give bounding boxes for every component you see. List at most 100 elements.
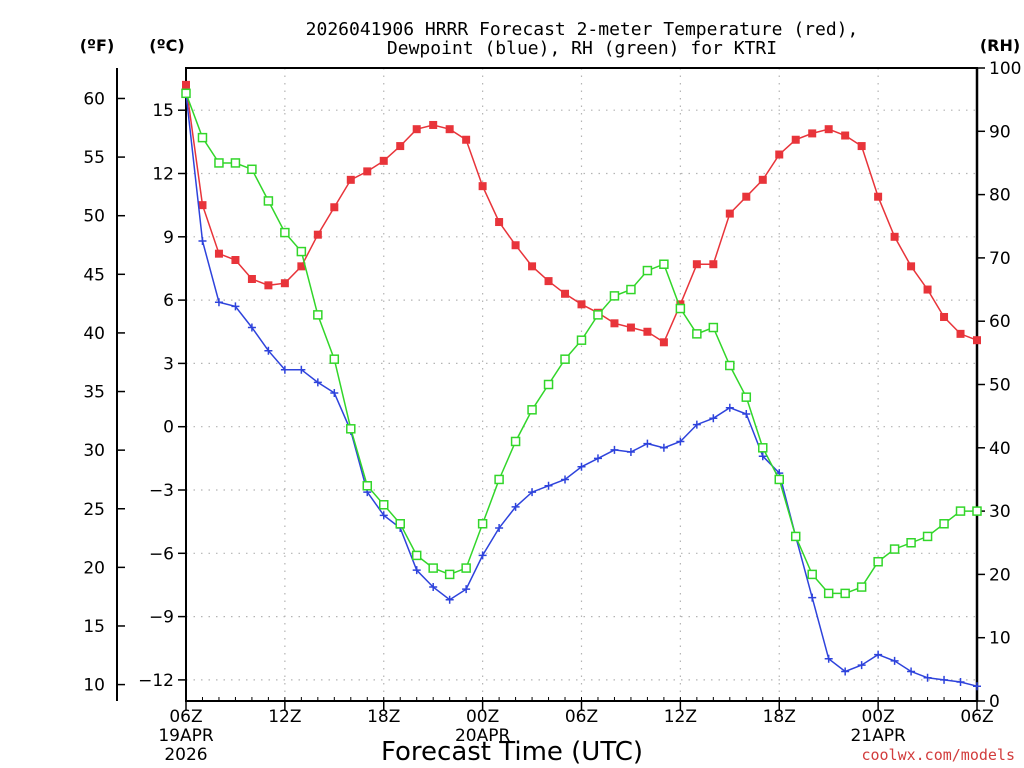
chart-title-line1: 2026041906 HRRR Forecast 2-meter Tempera… — [306, 19, 859, 40]
rh-point — [411, 550, 422, 561]
dewpoint-point — [330, 388, 339, 397]
temperature-point — [643, 327, 652, 336]
temperature-point — [973, 336, 981, 345]
dewpoint-point — [280, 365, 289, 374]
dewpoint-point — [412, 566, 421, 575]
temperature-point — [791, 135, 800, 144]
rh-point — [675, 303, 686, 314]
rh-tick-label: 50 — [989, 376, 1011, 396]
temperature-point — [511, 241, 520, 250]
series — [181, 80, 982, 691]
temperature-point — [280, 279, 289, 288]
rh-point — [313, 310, 323, 320]
temperature-point — [264, 281, 273, 290]
x-tick-label: 12Z — [268, 707, 301, 727]
fahrenheit-tick-label: 25 — [83, 500, 105, 520]
x-tick-label: 06Z — [960, 707, 993, 727]
rh-point — [758, 443, 768, 453]
rh-tick-label: 30 — [989, 502, 1011, 522]
rh-point — [329, 354, 340, 364]
dewpoint-point — [429, 583, 438, 592]
x-tick-label: 20APR — [455, 726, 511, 746]
dewpoint-line — [185, 93, 978, 687]
fahrenheit-unit-label: (ºF) — [80, 36, 115, 55]
temperature-point — [561, 289, 570, 298]
temperature-point — [313, 230, 322, 239]
temperature-point — [478, 182, 487, 191]
dewpoint-point — [297, 365, 306, 374]
fahrenheit-tick-label: 30 — [83, 441, 105, 461]
dewpoint-point — [495, 523, 504, 532]
rh-tick-label: 70 — [989, 249, 1011, 269]
temperature-point — [940, 312, 949, 321]
rh-point — [230, 158, 241, 168]
dewpoint-point — [841, 667, 850, 676]
fahrenheit-tick-label: 60 — [83, 89, 105, 109]
rh-point — [626, 284, 636, 295]
celsius-tick-label: −12 — [138, 671, 174, 691]
fahrenheit-tick-label: 40 — [83, 324, 105, 344]
rh-point — [428, 563, 438, 573]
dewpoint-point — [214, 298, 223, 307]
rh-point — [379, 500, 389, 510]
series-dewpoint — [182, 89, 981, 691]
temperature-point — [412, 125, 421, 134]
rh-point — [873, 556, 883, 567]
x-tick-label: 00Z — [466, 707, 499, 727]
celsius-tick-label: 12 — [152, 165, 174, 185]
temperature-point — [824, 125, 833, 134]
temperature-point — [692, 260, 701, 269]
rh-tick-label: 10 — [989, 629, 1011, 649]
rh-point — [725, 360, 735, 371]
rh-point — [922, 531, 933, 542]
rh-point — [527, 405, 537, 415]
temperature-point — [659, 338, 668, 347]
rh-point — [346, 424, 356, 434]
dewpoint-point — [709, 414, 718, 423]
rh-point — [840, 588, 850, 599]
temperature-point — [907, 262, 916, 271]
temperature-point — [198, 201, 207, 210]
rh-point — [510, 436, 521, 447]
temperature-point — [544, 277, 553, 286]
dewpoint-point — [676, 437, 685, 446]
dewpoint-point — [626, 448, 635, 457]
temperature-point — [363, 167, 372, 176]
rh-point — [296, 246, 307, 257]
fahrenheit-tick-label: 50 — [83, 207, 105, 227]
x-tick-label: 06Z — [169, 707, 202, 727]
x-tick-label: 00Z — [861, 707, 894, 727]
fahrenheit-tick-label: 10 — [83, 676, 105, 696]
dewpoint-point — [247, 323, 256, 332]
dewpoint-point — [445, 595, 454, 604]
axes: −12 −9 −6 −3 0 3 6 9 12 15 10 15 20 25 30 35 40 45 50 55 60 0… — [83, 59, 1021, 765]
dewpoint-point — [907, 667, 916, 676]
temperature-point — [577, 300, 586, 309]
rh-tick-label: 40 — [989, 439, 1011, 459]
celsius-tick-label: 3 — [163, 354, 174, 374]
dewpoint-point — [478, 551, 487, 560]
celsius-tick-label: −3 — [149, 481, 174, 501]
temperature-point — [808, 129, 817, 138]
rh-point — [477, 519, 488, 529]
x-tick-label: 2026 — [164, 745, 207, 765]
x-axis-title: Forecast Time (UTC) — [381, 737, 643, 767]
fahrenheit-tick-label: 45 — [83, 265, 105, 285]
dewpoint-point — [692, 420, 701, 429]
temperature-point — [182, 80, 190, 89]
dewpoint-point — [874, 650, 883, 659]
dewpoint-point — [725, 403, 734, 412]
temperature-point — [495, 218, 504, 227]
dewpoint-point — [956, 678, 965, 687]
temperature-point — [890, 232, 899, 241]
temperature-point — [923, 285, 932, 294]
fahrenheit-tick-label: 20 — [83, 558, 105, 578]
rh-point — [197, 132, 208, 143]
fahrenheit-tick-label: 35 — [83, 383, 105, 403]
temperature-point — [445, 125, 454, 134]
dewpoint-point — [923, 673, 932, 682]
rh-point — [444, 569, 455, 580]
temperature-point — [429, 120, 438, 129]
rh-point — [790, 531, 801, 542]
